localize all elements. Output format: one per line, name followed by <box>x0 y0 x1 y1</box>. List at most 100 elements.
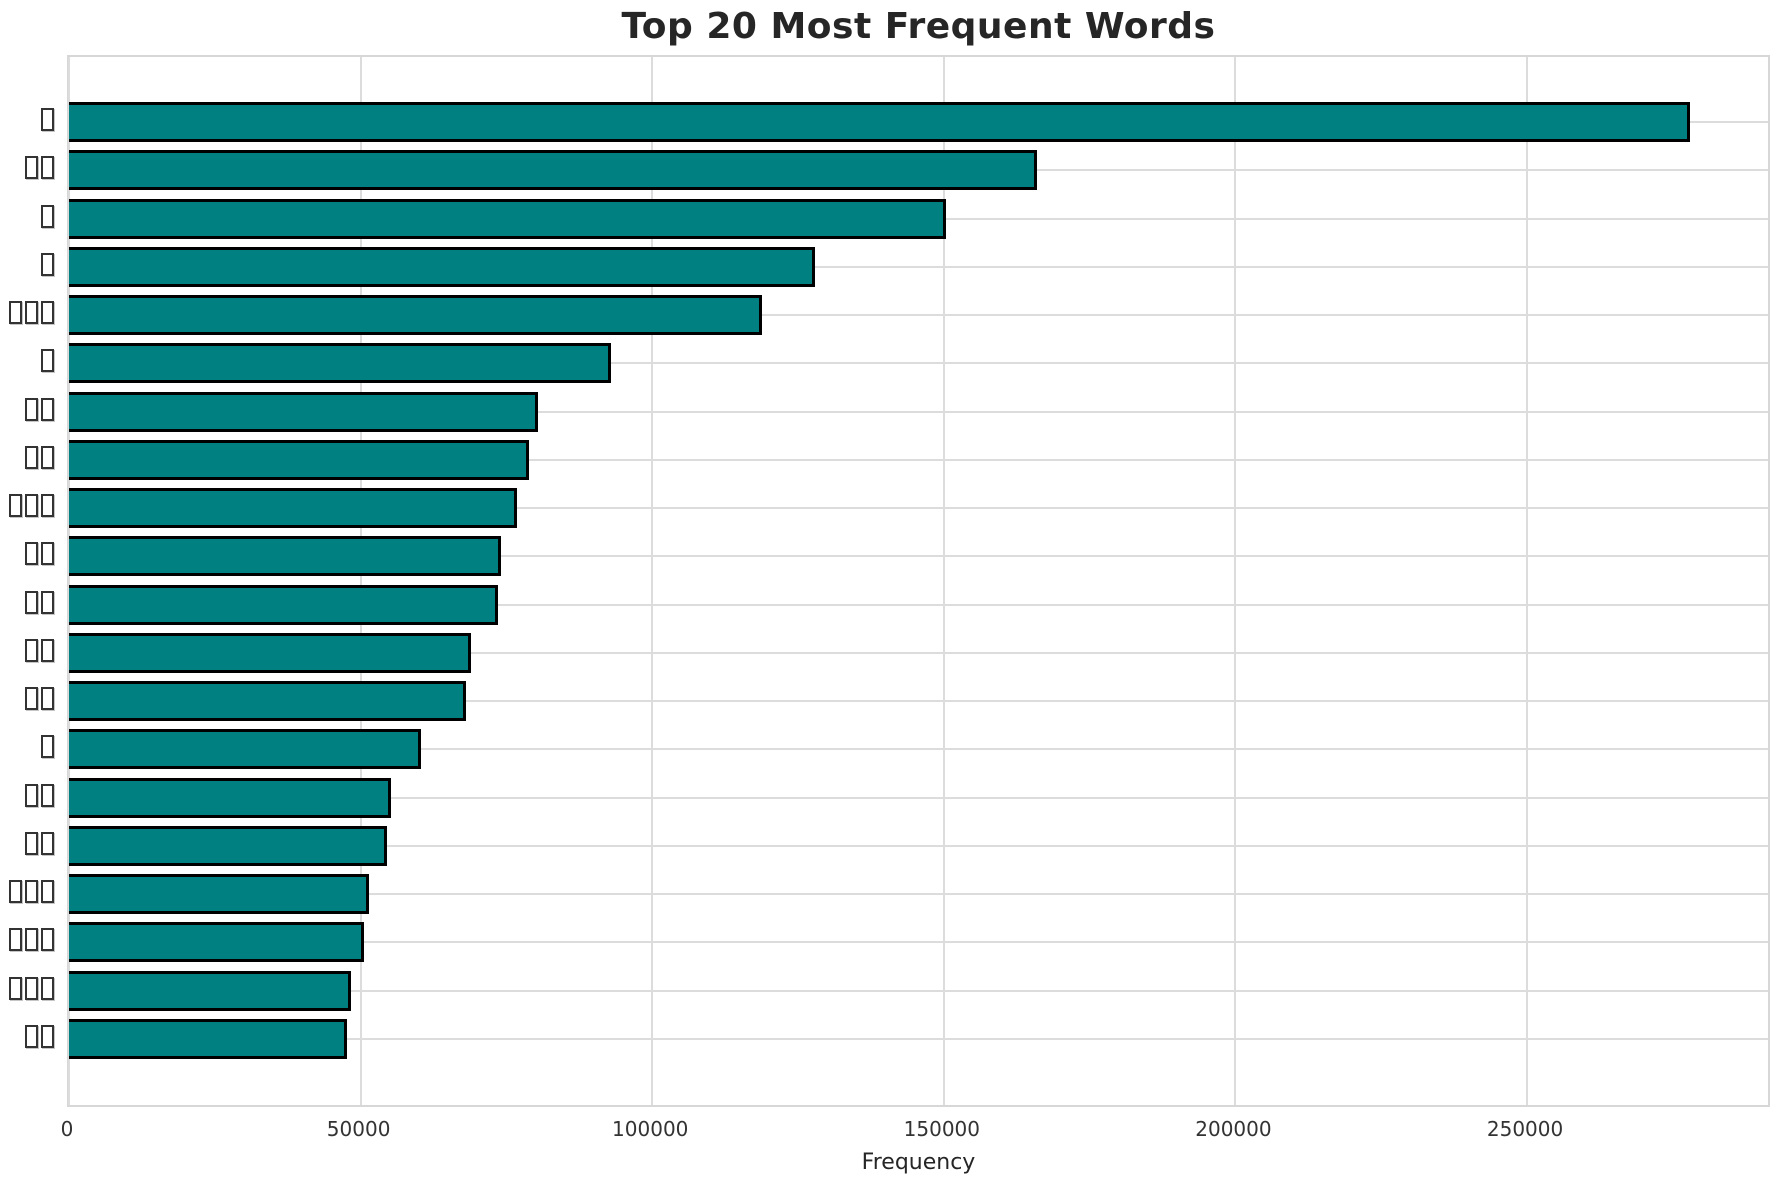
missing-glyph-box <box>41 494 54 517</box>
y-tick-label <box>0 445 54 471</box>
bar <box>69 198 946 239</box>
x-tick-label: 100000 <box>612 1117 689 1141</box>
missing-glyph-box <box>25 542 38 566</box>
missing-glyph-box <box>9 880 22 903</box>
missing-glyph-box <box>9 928 22 952</box>
y-gridline <box>69 989 1768 992</box>
y-gridline <box>69 362 1768 365</box>
missing-glyph-box <box>41 542 54 566</box>
missing-glyph-box <box>41 831 54 855</box>
missing-glyph-box <box>41 1024 54 1048</box>
bar <box>69 874 369 914</box>
missing-glyph-box <box>41 445 54 469</box>
bar <box>69 536 501 577</box>
y-gridline <box>69 844 1768 847</box>
bar <box>69 729 421 770</box>
y-tick-label <box>0 976 54 1002</box>
missing-glyph-box <box>41 156 54 180</box>
y-gridline <box>69 796 1768 799</box>
bar <box>69 150 1037 191</box>
missing-glyph-box <box>41 349 54 373</box>
missing-glyph-box <box>41 976 54 1000</box>
y-gridline <box>69 265 1768 268</box>
missing-glyph-box <box>25 976 38 1000</box>
y-tick-label <box>0 590 54 616</box>
missing-glyph-box <box>9 301 22 324</box>
x-tick-label: 0 <box>60 1117 74 1141</box>
bar <box>69 343 611 384</box>
missing-glyph-box <box>25 880 38 903</box>
x-gridline <box>1526 57 1529 1105</box>
x-gridline <box>651 57 654 1105</box>
y-gridline <box>69 458 1768 461</box>
missing-glyph-box <box>25 445 38 469</box>
bar <box>69 584 498 625</box>
bar <box>69 439 529 480</box>
missing-glyph-box <box>41 687 54 710</box>
missing-glyph-box <box>25 783 38 807</box>
y-tick-label <box>0 108 54 133</box>
missing-glyph-box <box>41 252 54 276</box>
missing-glyph-box <box>25 301 38 324</box>
missing-glyph-box <box>41 397 54 421</box>
missing-glyph-box <box>41 301 54 324</box>
bar <box>69 681 466 721</box>
y-gridline <box>69 700 1768 702</box>
missing-glyph-box <box>41 638 54 662</box>
bar <box>69 825 387 866</box>
missing-glyph-box <box>25 831 38 855</box>
x-gridline <box>1234 57 1237 1105</box>
missing-glyph-box <box>41 928 54 952</box>
y-gridline <box>69 748 1768 751</box>
y-tick-label <box>0 928 54 953</box>
y-tick-label <box>0 735 54 760</box>
bar <box>69 632 471 673</box>
y-gridline <box>69 893 1768 895</box>
y-tick-label <box>0 156 54 181</box>
missing-glyph-box <box>41 590 54 614</box>
missing-glyph-box <box>25 494 38 517</box>
y-tick-label <box>0 1024 54 1050</box>
y-gridline <box>69 941 1768 944</box>
y-tick-label <box>0 301 54 326</box>
bar <box>69 1018 347 1059</box>
y-tick-label <box>0 880 54 905</box>
bar <box>69 922 364 963</box>
y-gridline <box>69 603 1768 606</box>
missing-glyph-box <box>41 204 54 228</box>
y-gridline <box>69 314 1768 316</box>
missing-glyph-box <box>25 156 38 180</box>
x-axis-label: Frequency <box>861 1150 976 1175</box>
bar <box>69 246 815 287</box>
bar <box>69 102 1690 142</box>
y-tick-label <box>0 783 54 809</box>
y-tick-label <box>0 831 54 857</box>
missing-glyph-box <box>25 397 38 421</box>
missing-glyph-box <box>41 783 54 807</box>
missing-glyph-box <box>25 590 38 614</box>
missing-glyph-box <box>9 494 22 517</box>
bar <box>69 777 391 818</box>
y-tick-label <box>0 542 54 567</box>
x-tick-label: 50000 <box>326 1117 391 1141</box>
missing-glyph-box <box>25 1024 38 1048</box>
x-gridline <box>359 57 362 1105</box>
missing-glyph-box <box>41 108 54 131</box>
bar <box>69 488 517 528</box>
x-gridline <box>68 57 70 1105</box>
y-gridline <box>69 1037 1768 1040</box>
missing-glyph-box <box>41 735 54 759</box>
x-tick-label: 150000 <box>903 1117 981 1141</box>
y-gridline <box>69 507 1768 509</box>
chart-title: Top 20 Most Frequent Words <box>621 6 1216 47</box>
y-tick-label <box>0 397 54 423</box>
y-tick-label <box>0 494 54 519</box>
x-gridline <box>942 57 945 1105</box>
y-tick-label <box>0 687 54 712</box>
missing-glyph-box <box>41 880 54 903</box>
plot-area <box>67 55 1770 1107</box>
x-tick-label: 200000 <box>1195 1117 1272 1141</box>
x-tick-label: 250000 <box>1486 1117 1564 1141</box>
y-gridline <box>69 555 1768 558</box>
